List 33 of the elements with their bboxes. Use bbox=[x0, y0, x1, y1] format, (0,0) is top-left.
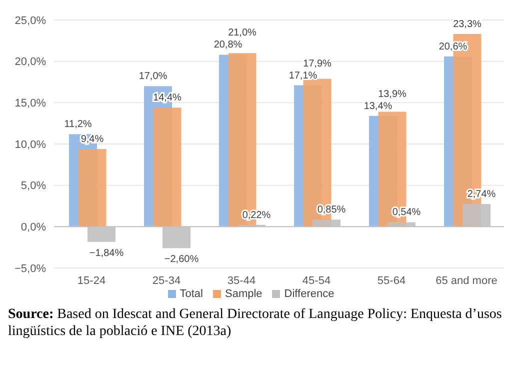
data-label: 23,3% bbox=[453, 19, 482, 30]
y-tick-label: 20,0% bbox=[14, 56, 46, 68]
y-tick-label: 5,0% bbox=[20, 180, 46, 192]
data-label: 0,54% bbox=[392, 207, 421, 218]
x-tick-label: 45-54 bbox=[302, 274, 331, 287]
source-note: Source: Based on Idescat and General Directorate of Language Policy: Enquesta d’usos lingüístics de la població e INE (2013a) bbox=[8, 306, 503, 340]
data-label: 17,9% bbox=[303, 58, 332, 70]
legend-label: Total bbox=[180, 288, 203, 300]
data-label: 17,1% bbox=[288, 70, 318, 82]
data-label: 13,4% bbox=[364, 100, 392, 112]
legend-label: Sample bbox=[225, 288, 262, 300]
data-label: 20,8% bbox=[214, 40, 242, 51]
data-label: 0,85% bbox=[317, 204, 346, 216]
legend-label: Difference bbox=[284, 288, 334, 300]
data-label: 2,74% bbox=[467, 189, 496, 200]
data-label: 21,0% bbox=[228, 28, 257, 39]
data-label: −2,60% bbox=[164, 254, 199, 266]
y-tick-label: 10,0% bbox=[14, 138, 46, 151]
data-label: 13,9% bbox=[378, 88, 407, 100]
x-tick-label: 65 and more bbox=[436, 274, 498, 287]
x-tick-label: 35-44 bbox=[227, 274, 256, 287]
x-tick-label: 15-24 bbox=[77, 274, 106, 287]
data-label: 17,0% bbox=[138, 71, 168, 82]
data-label: 0,22% bbox=[242, 210, 271, 221]
x-tick-label: 25-34 bbox=[152, 274, 181, 287]
data-label: −1,84% bbox=[89, 248, 124, 259]
x-tick-label: 55-64 bbox=[377, 274, 406, 287]
data-label: 11,2% bbox=[64, 119, 92, 130]
y-tick-label: 25,0% bbox=[14, 14, 46, 27]
data-label: 20,6% bbox=[438, 41, 468, 52]
y-tick-label: 0,0% bbox=[20, 222, 46, 234]
y-tick-label: −5,0% bbox=[14, 262, 46, 275]
y-tick-label: 15,0% bbox=[14, 98, 46, 110]
